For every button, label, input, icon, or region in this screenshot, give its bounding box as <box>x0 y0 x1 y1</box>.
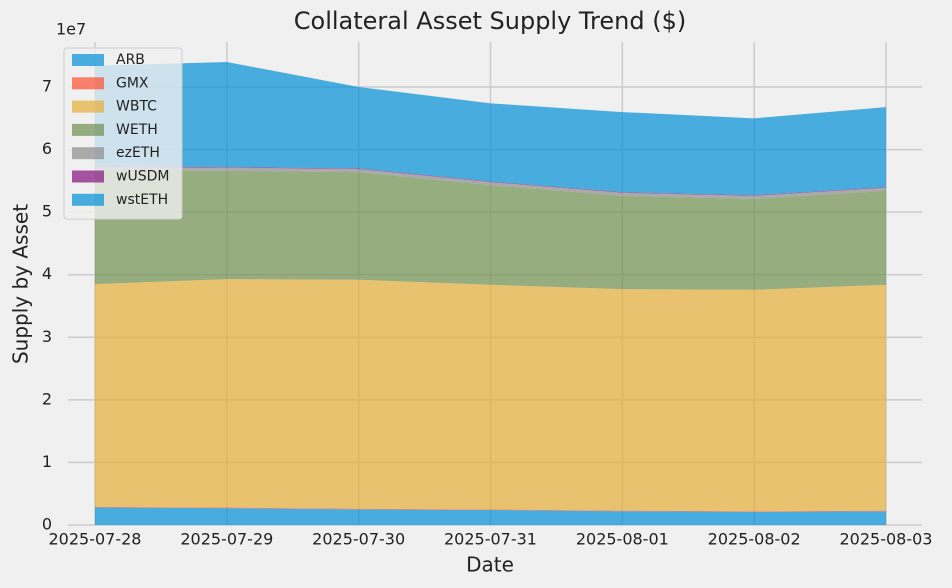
area <box>95 506 886 512</box>
x-axis-label: Date <box>466 553 514 577</box>
y-tick-label: 7 <box>42 77 52 96</box>
legend-swatch <box>72 123 104 136</box>
y-tick-label: 2 <box>42 389 52 408</box>
area <box>95 279 886 512</box>
legend-swatch <box>72 193 104 206</box>
legend-label: wstETH <box>116 192 168 208</box>
x-tick-label: 2025-07-30 <box>312 530 405 549</box>
x-tick-label: 2025-07-29 <box>180 530 273 549</box>
y-tick-label: 0 <box>42 515 52 534</box>
y-axis-label: Supply by Asset <box>9 204 33 364</box>
area <box>95 170 886 290</box>
y-tick-label: 6 <box>42 139 52 158</box>
y-tick-label: 1 <box>42 452 52 471</box>
legend-swatch <box>72 100 104 113</box>
legend-label: ARB <box>116 52 145 68</box>
y-offset-label: 1e7 <box>56 20 86 39</box>
y-tick-label: 5 <box>42 202 52 221</box>
legend-label: GMX <box>116 75 149 91</box>
legend-swatch <box>72 147 104 160</box>
legend-swatch <box>72 170 104 183</box>
area <box>95 507 886 525</box>
legend-swatch <box>72 54 104 66</box>
area <box>95 62 886 196</box>
legend-swatch <box>72 77 104 90</box>
chart-title: Collateral Asset Supply Trend ($) <box>294 7 686 35</box>
x-tick-label: 2025-08-03 <box>840 530 933 549</box>
x-tick-label: 2025-08-02 <box>708 530 801 549</box>
area <box>95 167 886 200</box>
legend-label: WETH <box>116 122 158 138</box>
y-tick-label: 4 <box>42 264 52 283</box>
x-tick-label: 2025-07-28 <box>49 530 142 549</box>
legend-label: ezETH <box>116 145 160 161</box>
legend-label: wUSDM <box>116 169 169 185</box>
legend-label: WBTC <box>116 99 157 115</box>
x-tick-label: 2025-08-01 <box>576 530 669 549</box>
y-tick-label: 3 <box>42 327 52 346</box>
x-tick-label: 2025-07-31 <box>444 530 537 549</box>
